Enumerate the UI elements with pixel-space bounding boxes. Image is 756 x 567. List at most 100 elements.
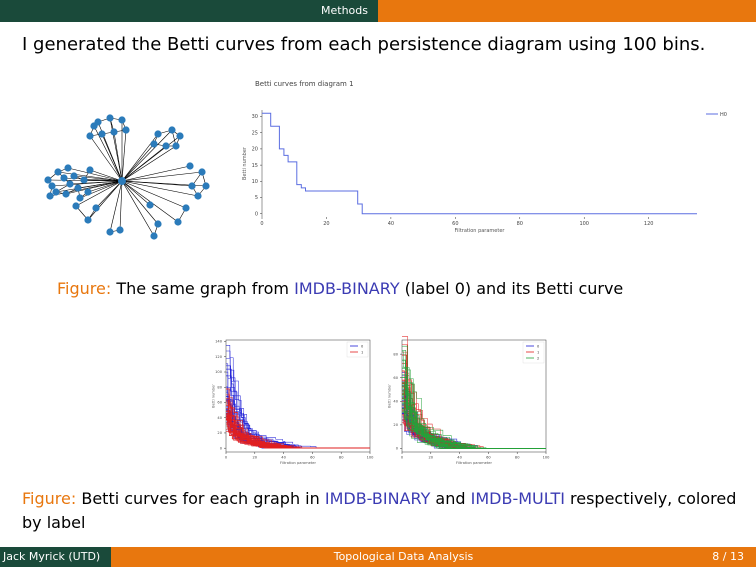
series-line-0 [226, 407, 370, 449]
caption-dataset: IMDB-BINARY [294, 279, 400, 298]
graph-node [62, 190, 70, 198]
graph-node [60, 174, 68, 182]
graph-node [44, 176, 52, 184]
footer-bar: Jack Myrick (UTD) Topological Data Analy… [0, 547, 756, 567]
graph-node [174, 218, 182, 226]
series-line-1 [226, 428, 370, 449]
legend-entry: 1 [361, 351, 363, 355]
graph-node [64, 164, 72, 172]
caption-text-pre: Betti curves for each graph in [81, 489, 325, 508]
footer-title[interactable]: Topological Data Analysis [111, 547, 696, 567]
header-left: Methods [0, 0, 378, 22]
y-tick-label: 20 [217, 431, 222, 435]
graph-node [110, 128, 118, 136]
series-line-2 [402, 360, 546, 449]
x-tick-label: 0 [401, 456, 404, 460]
figure-2: 0 20 40 60 80 100 0 20 40 60 80 100 120 140 Filtration… [190, 330, 560, 470]
series-line-H0 [262, 112, 697, 215]
figure-1: Betti curves from diagram 1 0 20 40 60 80 100… [30, 80, 730, 250]
y-tick-label: 15 [252, 163, 258, 169]
x-tick-label: 80 [339, 456, 344, 460]
x-tick-label: 80 [515, 456, 520, 460]
x-tick-label: 20 [429, 456, 434, 460]
series-line-1 [226, 415, 370, 449]
x-tick-label: 60 [310, 456, 315, 460]
legend-entry: 1 [537, 351, 539, 355]
x-tick-label: 80 [517, 221, 523, 227]
section-title[interactable]: Methods [311, 0, 378, 22]
y-tick-label: 30 [252, 114, 258, 120]
graph-node [118, 116, 126, 124]
legend-entry: 2 [537, 357, 539, 361]
x-tick-label: 100 [367, 456, 375, 460]
figure-1-caption: Figure: The same graph from IMDB-BINARY … [57, 279, 623, 298]
x-tick-label: 20 [323, 221, 329, 227]
statement: I generated the Betti curves from each p… [22, 34, 706, 55]
graph-node [150, 232, 158, 240]
graph-node [80, 176, 88, 184]
graph-node [182, 204, 190, 212]
y-tick-label: 40 [393, 400, 398, 404]
footer-author[interactable]: Jack Myrick (UTD) [0, 547, 111, 567]
graph-node [106, 114, 114, 122]
graph-node [76, 194, 84, 202]
series-line-2 [402, 366, 546, 449]
series-line-2 [402, 394, 546, 449]
x-axis-label: Filtration parameter [456, 461, 492, 465]
series-line-2 [402, 411, 546, 449]
figure-2-caption: Figure: Betti curves for each graph in I… [22, 487, 742, 535]
caption-text-post: respectively, colored by label [22, 489, 737, 532]
y-tick-label: 20 [393, 423, 398, 427]
x-tick-label: 120 [644, 221, 654, 227]
series-line-1 [226, 418, 370, 449]
x-tick-label: 100 [543, 456, 551, 460]
graph-node [70, 172, 78, 180]
header-bar: Methods [0, 0, 756, 22]
y-tick-label: 60 [393, 376, 398, 380]
plot-frame [262, 110, 697, 217]
series-line-2 [402, 394, 546, 449]
y-tick-label: 140 [215, 340, 223, 344]
graph-node [162, 142, 170, 150]
graph-node [122, 126, 130, 134]
graph-node [74, 184, 82, 192]
graph-node [198, 168, 206, 176]
footer-page-number[interactable]: 8 / 13 [696, 547, 756, 567]
caption-text-mid: and [430, 489, 471, 508]
graph-hub-node [118, 177, 126, 185]
graph-node [202, 182, 210, 190]
betti-curve-plot: 0 20 40 60 80 100 120 0 5 10 15 20 25 30 Filtration pa… [242, 110, 727, 234]
graph-node [194, 192, 202, 200]
y-tick-label: 5 [255, 195, 258, 201]
y-tick-label: 120 [215, 355, 223, 359]
y-tick-label: 60 [217, 401, 222, 405]
network-graph [44, 114, 210, 240]
graph-node [86, 132, 94, 140]
header-right [378, 0, 756, 22]
series-line-1 [226, 424, 370, 449]
series-line-1 [226, 425, 370, 449]
graph-node [98, 130, 106, 138]
graph-node [54, 168, 62, 176]
y-tick-label: 0 [255, 211, 258, 217]
figure-2-svg: 0 20 40 60 80 100020406080100120140Filtration… [211, 336, 551, 465]
y-axis-label: Betti number [211, 384, 215, 408]
caption-text-post: (label 0) and its Betti curve [399, 279, 624, 298]
graph-node [86, 166, 94, 174]
series-line-2 [402, 398, 546, 449]
graph-node [168, 126, 176, 134]
graph-node [146, 201, 154, 209]
x-tick-label: 0 [225, 456, 228, 460]
y-tick-label: 100 [215, 370, 223, 374]
y-tick-label: 25 [252, 130, 258, 136]
x-axis-label: Filtration parameter [455, 228, 506, 234]
graph-node [116, 226, 124, 234]
plot-frame [225, 339, 371, 453]
y-tick-label: 20 [252, 147, 258, 153]
y-tick-label: 40 [217, 416, 222, 420]
graph-node [176, 132, 184, 140]
caption-text-pre: The same graph from [116, 279, 295, 298]
caption-label: Figure: [57, 279, 112, 298]
series-line-1 [226, 423, 370, 449]
graph-node [186, 162, 194, 170]
